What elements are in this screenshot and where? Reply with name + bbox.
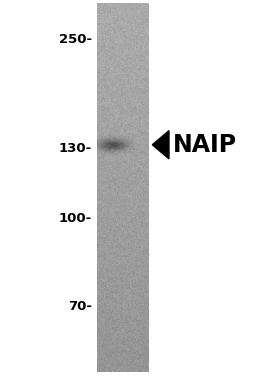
Polygon shape	[152, 131, 169, 159]
Text: NAIP: NAIP	[173, 133, 237, 157]
Text: 130-: 130-	[59, 142, 92, 155]
Text: 250-: 250-	[59, 33, 92, 46]
Text: 100-: 100-	[59, 212, 92, 224]
Text: © ProSci Inc.: © ProSci Inc.	[95, 246, 153, 291]
Text: 70-: 70-	[68, 300, 92, 313]
